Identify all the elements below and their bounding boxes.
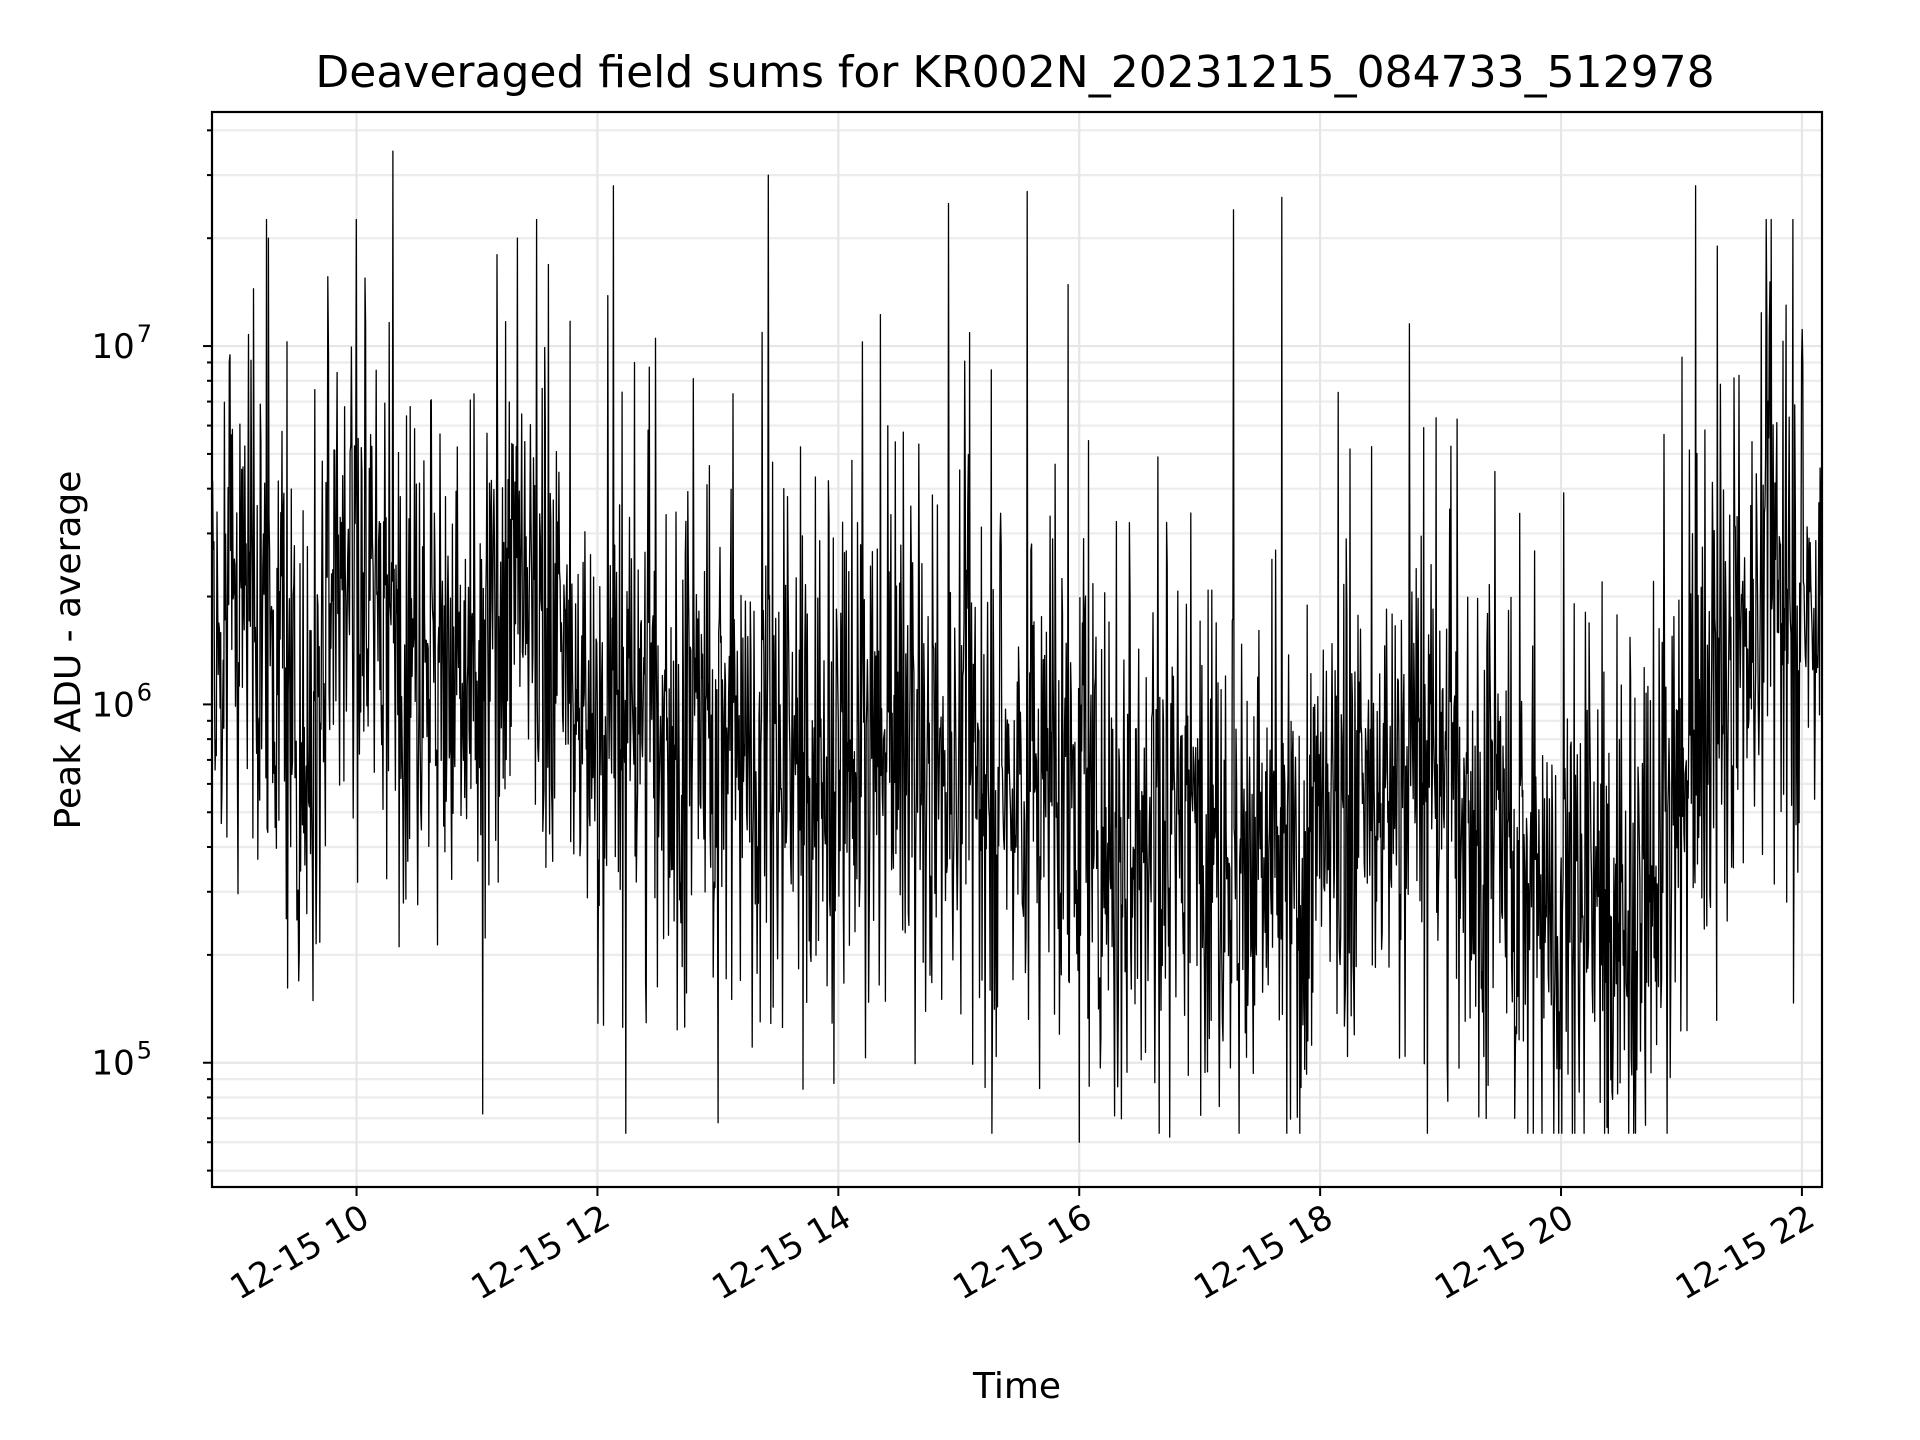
y-axis-label: Peak ADU - average (48, 471, 89, 830)
x-tick-label: 12-15 14 (705, 1197, 857, 1308)
x-tick-label: 12-15 22 (1669, 1197, 1821, 1308)
chart-title: Deaveraged field sums for KR002N_2023121… (315, 47, 1714, 98)
y-tick-label: 105 (91, 1037, 152, 1084)
x-tick-label: 12-15 12 (465, 1197, 617, 1308)
x-tick-label: 12-15 10 (224, 1197, 376, 1308)
data-line (211, 150, 1823, 1143)
plot-frame (210, 110, 1824, 1189)
y-tick-label: 106 (91, 678, 152, 725)
y-tick-label: 107 (91, 320, 152, 367)
x-tick-label: 12-15 18 (1187, 1197, 1339, 1308)
x-axis-label: Time (972, 1366, 1061, 1407)
x-tick-label: 12-15 16 (946, 1197, 1098, 1308)
x-tick-label: 12-15 20 (1428, 1197, 1580, 1308)
